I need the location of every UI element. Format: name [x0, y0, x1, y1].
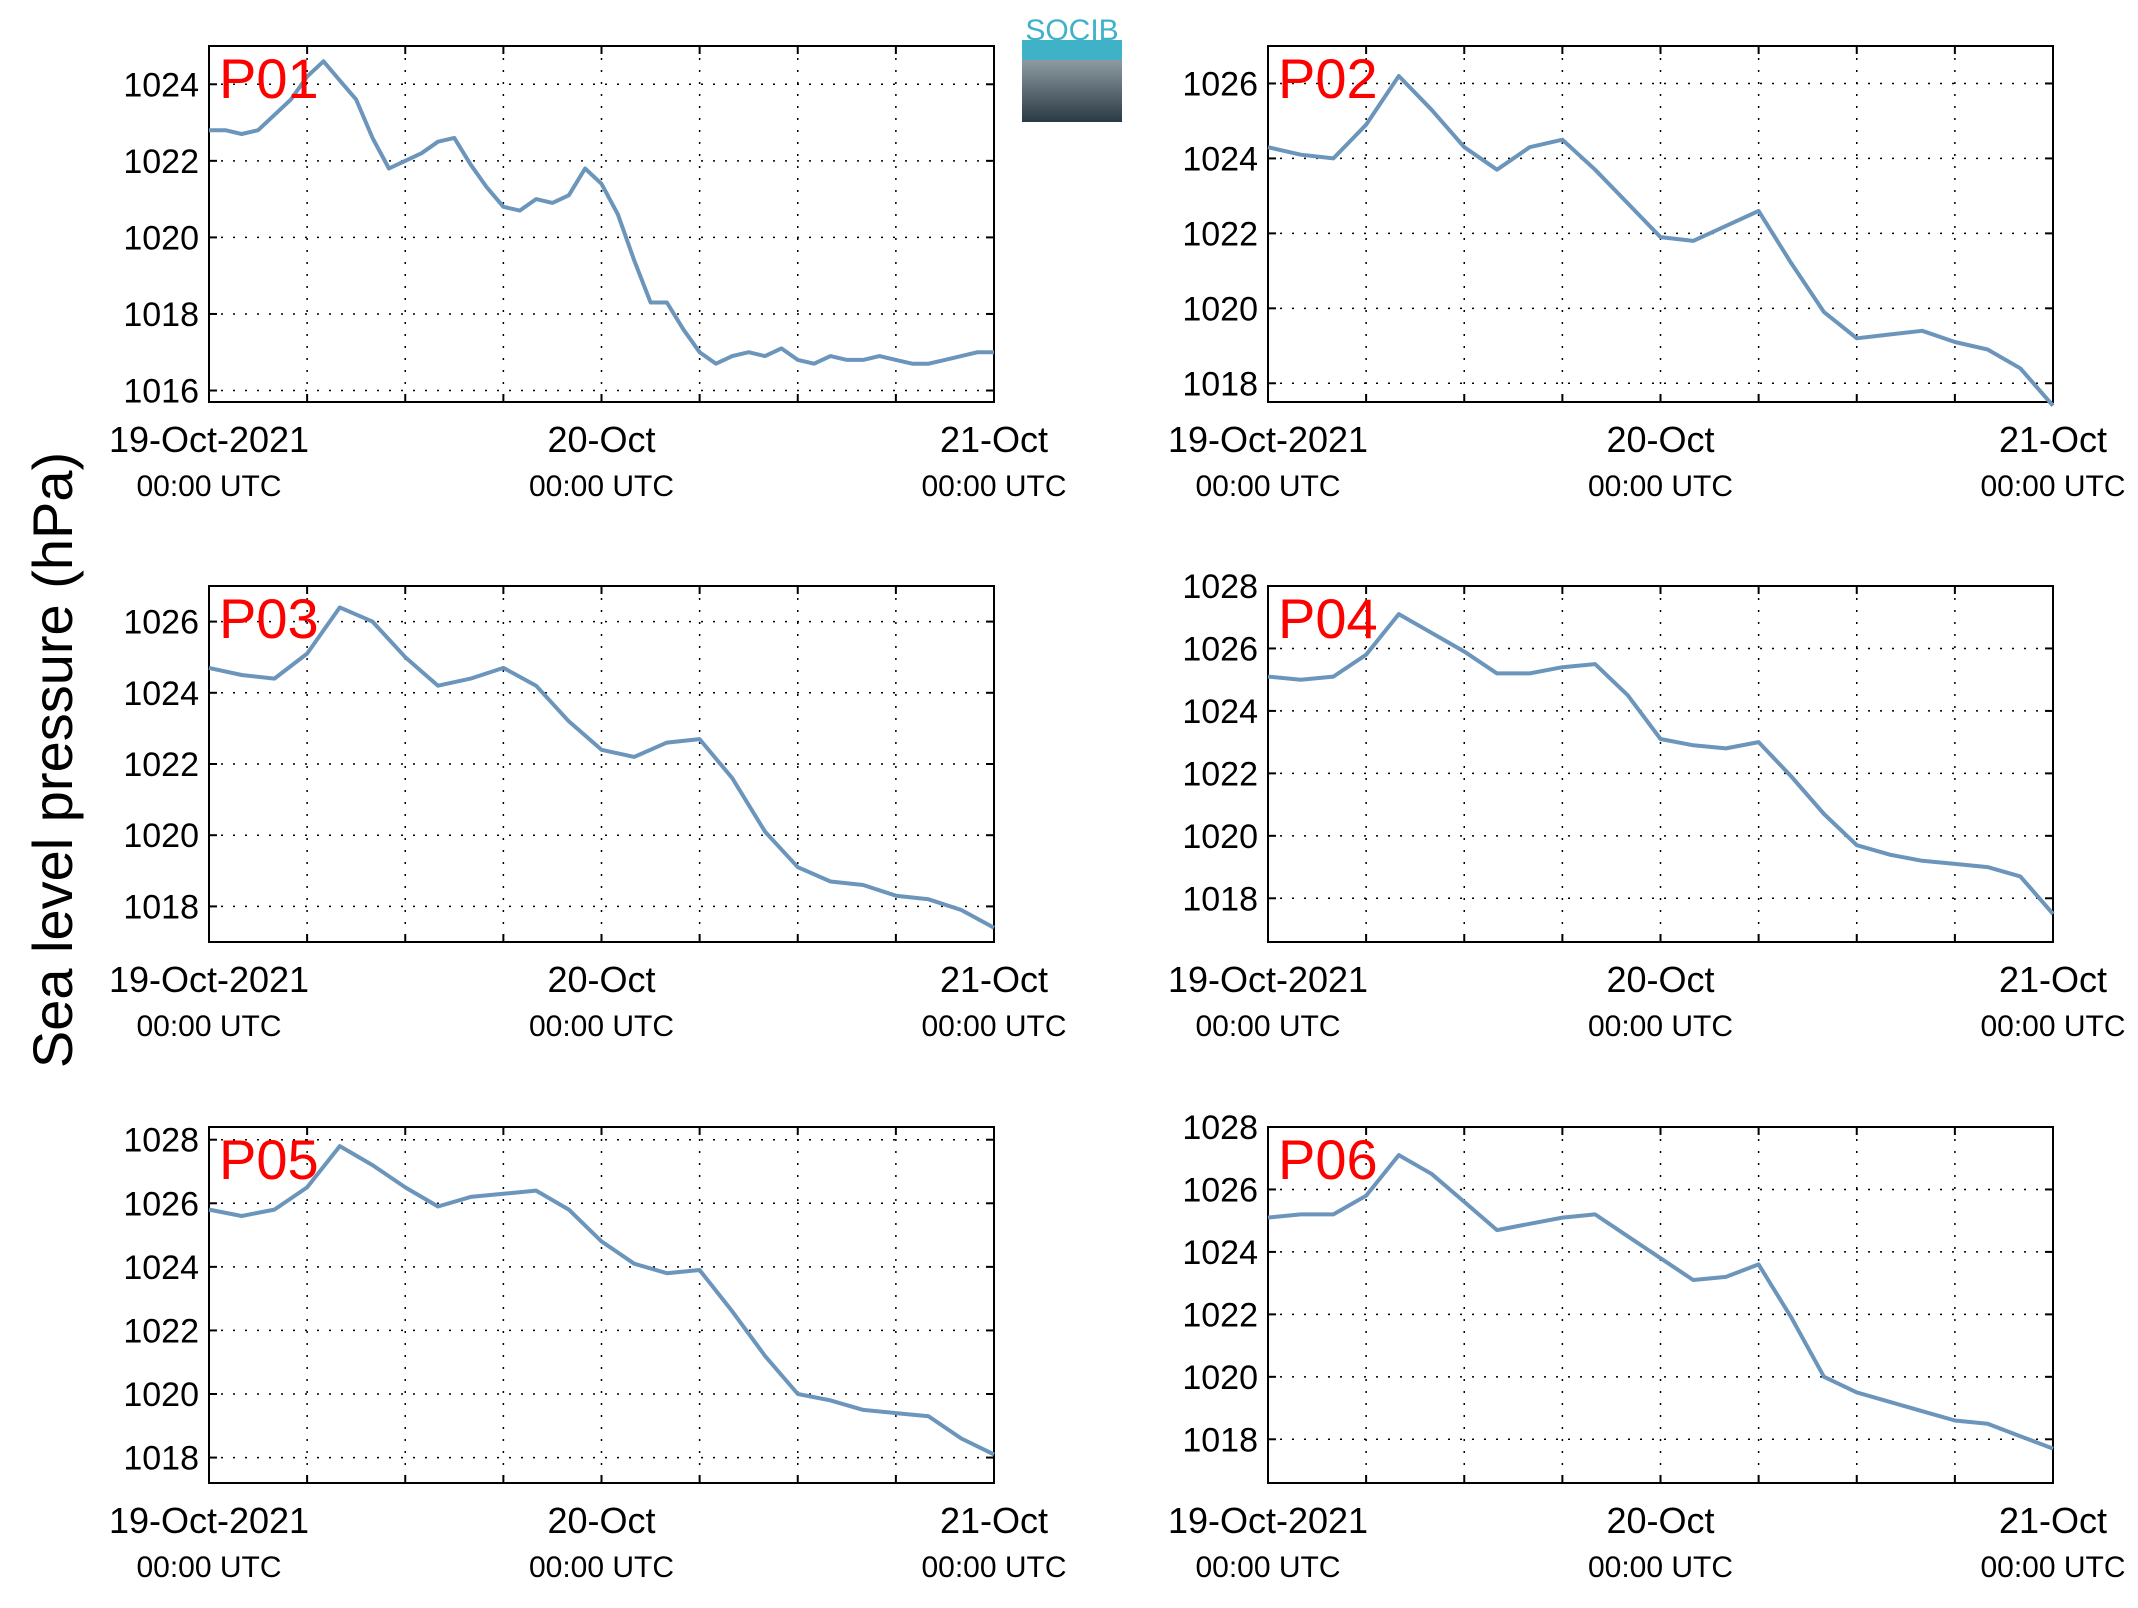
y-tick-label: 1022	[123, 1312, 199, 1350]
panel-label: P06	[1278, 1128, 1378, 1191]
panel-label: P02	[1278, 47, 1378, 110]
chart-panel-p01: 1016 1018 1020 1022 1024 19-Oct-2021 00:00 UTC…	[109, 45, 1067, 503]
y-tick-label: 1018	[123, 1440, 199, 1478]
x-tick-label: 19-Oct-2021	[109, 959, 309, 1000]
y-tick-label: 1022	[1182, 215, 1258, 253]
y-tick-label: 1028	[1182, 1109, 1258, 1147]
y-tick-label: 1020	[1182, 290, 1258, 328]
y-tick-label: 1024	[1182, 693, 1258, 731]
x-tick-label: 19-Oct-2021	[109, 1500, 309, 1541]
x-tick-label: 21-Oct	[1999, 959, 2107, 1000]
y-tick-label: 1024	[123, 66, 199, 104]
x-tick-sublabel: 00:00 UTC	[1588, 1010, 1733, 1043]
x-tick-sublabel: 00:00 UTC	[1588, 1551, 1733, 1584]
y-tick-label: 1020	[1182, 1359, 1258, 1397]
x-tick-sublabel: 00:00 UTC	[1195, 470, 1340, 503]
logo-text: SOCIB	[1025, 14, 1118, 47]
panel-label: P04	[1278, 587, 1378, 650]
y-tick-label: 1022	[1182, 1296, 1258, 1334]
panel-label: P01	[219, 47, 319, 110]
x-tick-sublabel: 00:00 UTC	[1588, 470, 1733, 503]
plot-frame	[208, 1126, 995, 1484]
series-line-p03	[208, 605, 995, 930]
x-tick-sublabel: 00:00 UTC	[136, 470, 281, 503]
x-tick-label: 19-Oct-2021	[1168, 1500, 1368, 1541]
x-tick-label: 21-Oct	[1999, 1500, 2107, 1541]
logo-gradient	[1022, 52, 1122, 122]
x-tick-sublabel: 00:00 UTC	[529, 1010, 674, 1043]
series-line-p05	[208, 1144, 995, 1457]
y-tick-label: 1026	[123, 604, 199, 642]
plot-frame	[208, 585, 995, 943]
y-axis-label: Sea level pressure (hPa)	[21, 452, 84, 1068]
plot-frame	[208, 45, 995, 403]
panels: 1016 1018 1020 1022 1024 19-Oct-2021 00:00 UTC…	[109, 45, 2126, 1584]
x-tick-label: 19-Oct-2021	[1168, 419, 1368, 460]
y-tick-label: 1018	[123, 888, 199, 926]
x-tick-label: 20-Oct	[1606, 959, 1714, 1000]
y-tick-label: 1020	[123, 817, 199, 855]
x-tick-sublabel: 00:00 UTC	[1195, 1551, 1340, 1584]
y-tick-label: 1018	[1182, 1421, 1258, 1459]
x-tick-sublabel: 00:00 UTC	[1195, 1010, 1340, 1043]
x-tick-label: 21-Oct	[1999, 419, 2107, 460]
y-tick-label: 1028	[123, 1122, 199, 1160]
x-tick-sublabel: 00:00 UTC	[529, 470, 674, 503]
x-tick-sublabel: 00:00 UTC	[921, 1551, 1066, 1584]
x-tick-label: 19-Oct-2021	[1168, 959, 1368, 1000]
logo-top-band	[1022, 40, 1122, 60]
x-tick-label: 21-Oct	[940, 1500, 1048, 1541]
y-tick-label: 1024	[123, 675, 199, 713]
y-tick-label: 1020	[1182, 818, 1258, 856]
y-tick-label: 1018	[123, 296, 199, 334]
x-tick-label: 20-Oct	[547, 1500, 655, 1541]
y-tick-label: 1026	[1182, 1171, 1258, 1209]
y-tick-label: 1022	[123, 746, 199, 784]
y-tick-label: 1020	[123, 1376, 199, 1414]
x-tick-label: 20-Oct	[547, 419, 655, 460]
x-tick-sublabel: 00:00 UTC	[921, 1010, 1066, 1043]
x-tick-label: 21-Oct	[940, 419, 1048, 460]
y-tick-label: 1024	[1182, 140, 1258, 178]
y-tick-label: 1024	[123, 1249, 199, 1287]
x-tick-label: 19-Oct-2021	[109, 419, 309, 460]
y-tick-label: 1024	[1182, 1234, 1258, 1272]
plot-frame	[1267, 585, 2054, 943]
x-tick-sublabel: 00:00 UTC	[921, 470, 1066, 503]
x-tick-sublabel: 00:00 UTC	[1980, 1010, 2125, 1043]
y-tick-label: 1022	[123, 143, 199, 181]
chart-panel-p03: 1018 1020 1022 1024 1026 19-Oct-2021 00:00 UTC…	[109, 585, 1067, 1043]
x-tick-sublabel: 00:00 UTC	[529, 1551, 674, 1584]
series-line-p06	[1267, 1153, 2054, 1451]
panel-label: P05	[219, 1128, 319, 1191]
series-line-p02	[1267, 74, 2055, 408]
y-tick-label: 1026	[1182, 65, 1258, 103]
x-tick-sublabel: 00:00 UTC	[136, 1010, 281, 1043]
panel-label: P03	[219, 587, 319, 650]
chart-panel-p02: 1018 1020 1022 1024 1026 19-Oct-2021 00:00 UTC…	[1168, 45, 2126, 503]
y-tick-label: 1018	[1182, 365, 1258, 403]
y-tick-label: 1022	[1182, 755, 1258, 793]
chart-panel-p05: 1018 1020 1022 1024 1026 1028 19-Oct-2021 00:00…	[109, 1122, 1067, 1584]
y-tick-label: 1026	[1182, 630, 1258, 668]
plot-frame	[1267, 45, 2054, 403]
y-tick-label: 1026	[123, 1185, 199, 1223]
x-tick-label: 20-Oct	[1606, 419, 1714, 460]
x-tick-label: 20-Oct	[547, 959, 655, 1000]
chart-panel-p04: 1018 1020 1022 1024 1026 1028 19-Oct-2021 00:00…	[1168, 568, 2126, 1043]
x-tick-sublabel: 00:00 UTC	[1980, 1551, 2125, 1584]
x-tick-sublabel: 00:00 UTC	[136, 1551, 281, 1584]
x-tick-sublabel: 00:00 UTC	[1980, 470, 2125, 503]
x-tick-label: 21-Oct	[940, 959, 1048, 1000]
y-tick-label: 1020	[123, 219, 199, 257]
y-tick-label: 1018	[1182, 880, 1258, 918]
y-tick-label: 1016	[123, 373, 199, 411]
socib-logo: SOCIB	[1022, 14, 1122, 122]
chart-panel-p06: 1018 1020 1022 1024 1026 1028 19-Oct-2021 00:00…	[1168, 1109, 2126, 1584]
y-tick-label: 1028	[1182, 568, 1258, 606]
series-line-p04	[1267, 612, 2055, 916]
x-tick-label: 20-Oct	[1606, 1500, 1714, 1541]
plot-frame	[1267, 1126, 2054, 1484]
